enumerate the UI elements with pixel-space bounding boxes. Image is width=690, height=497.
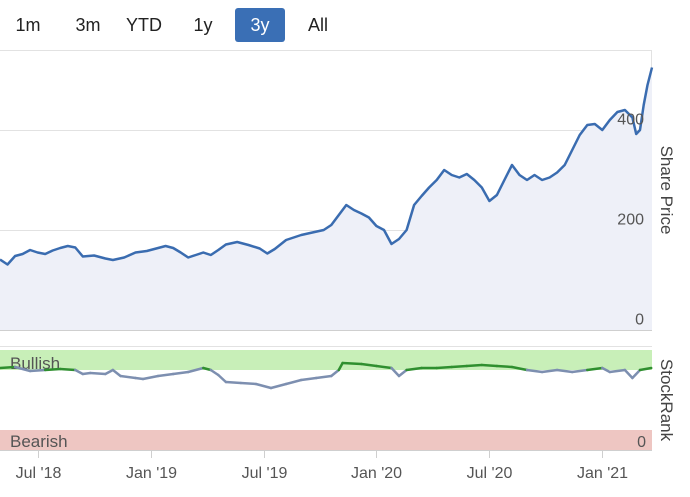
stockrank-segment [397,368,408,378]
stockrank-segment [435,365,453,370]
stockrank-segment [638,366,653,372]
stockrank-segment [540,368,559,374]
stockrank-segment [74,368,85,376]
stockrank-segment [330,368,341,378]
stockrank-segment [360,362,378,368]
bearish-band [0,430,652,450]
stockrank-segment [13,365,32,373]
stockrank-segment [171,370,190,376]
bearish-label: Bearish [10,432,68,451]
x-tick-label: Jan '19 [126,465,177,482]
x-axis: Jul '18 Jan '19 Jul '19 Jan '20 Jul '20 Jan '… [0,450,652,482]
stockrank-segment [269,382,288,390]
stockrank-segment [239,381,258,386]
stockrank-panel: Bullish Bearish 0 StockRank [0,346,676,451]
stockrank-segment [314,374,333,380]
range-button-3y[interactable]: 3y [235,8,285,42]
stockrank-segment [28,368,47,373]
stockrank-segment [570,368,589,374]
bullish-band [0,350,652,370]
range-button-1m[interactable]: 1m [15,15,41,35]
range-button-all[interactable]: All [307,15,328,35]
stockrank-segment [341,361,363,366]
stockrank-segment [631,368,642,380]
stockrank-segment [623,368,634,380]
range-button-3m[interactable]: 3m [75,15,101,35]
range-button-1y[interactable]: 1y [193,15,213,35]
range-button-ytd[interactable]: YTD [126,15,162,35]
stockrank-segment [119,374,137,380]
x-tick-label: Jul '19 [242,465,288,482]
stockrank-segment [186,366,205,374]
x-tick-label: Jan '20 [351,465,402,482]
stockrank-segment [525,368,544,374]
stockrank-segment [284,378,303,386]
stockrank-segment [89,371,107,376]
stockrank-segment [209,368,220,377]
y-tick-200: 200 [617,212,644,229]
stockrank-segment [375,364,393,370]
stockrank-segment [104,368,115,376]
share-price-series-line [0,67,654,266]
stockrank-segment [141,374,160,381]
stockrank-segment [337,361,344,372]
stockrank-segment [81,371,92,376]
range-selector: 1m 3m YTD 1y 3y All [0,8,360,44]
stockrank-segment [608,368,627,374]
stockrank-segment [405,366,423,372]
stockrank-segment [156,372,175,378]
stockrank-segment [390,366,401,378]
y-tick-400: 400 [617,112,644,129]
stockrank-segment [224,380,243,385]
stockrank-segment [510,365,529,372]
stockrank-series [0,361,653,390]
stockrank-segment [450,364,469,369]
y-axis-title-share-price: Share Price [657,146,676,235]
stockrank-segment [586,366,604,372]
stockrank-y-tick-0: 0 [637,434,646,451]
stockrank-segment [58,367,77,372]
share-price-area [0,67,652,330]
stockrank-segment [254,382,273,390]
stockrank-segment [111,368,122,378]
x-tick-label: Jul '18 [16,465,62,482]
x-tick-label: Jul '20 [467,465,513,482]
stockrank-segment [465,363,484,368]
stockrank-segment [202,366,213,372]
stockrank-segment [217,373,228,384]
stockrank-segment [480,363,499,368]
stockrank-segment [555,368,574,374]
y-tick-0: 0 [635,312,644,329]
stockrank-segment [299,376,318,382]
y-axis-title-stockrank: StockRank [657,359,676,442]
stockrank-segment [43,367,62,372]
stockrank-segment [134,376,145,381]
x-tick-label: Jan '21 [577,465,628,482]
stockrank-segment [601,366,612,374]
stockrank-segment [495,364,514,369]
x-axis-ticks: Jul '18 Jan '19 Jul '19 Jan '20 Jul '20 Jan '… [16,450,628,482]
price-panel: 400 200 0 Share Price [0,50,676,331]
stockrank-segment [0,365,17,370]
